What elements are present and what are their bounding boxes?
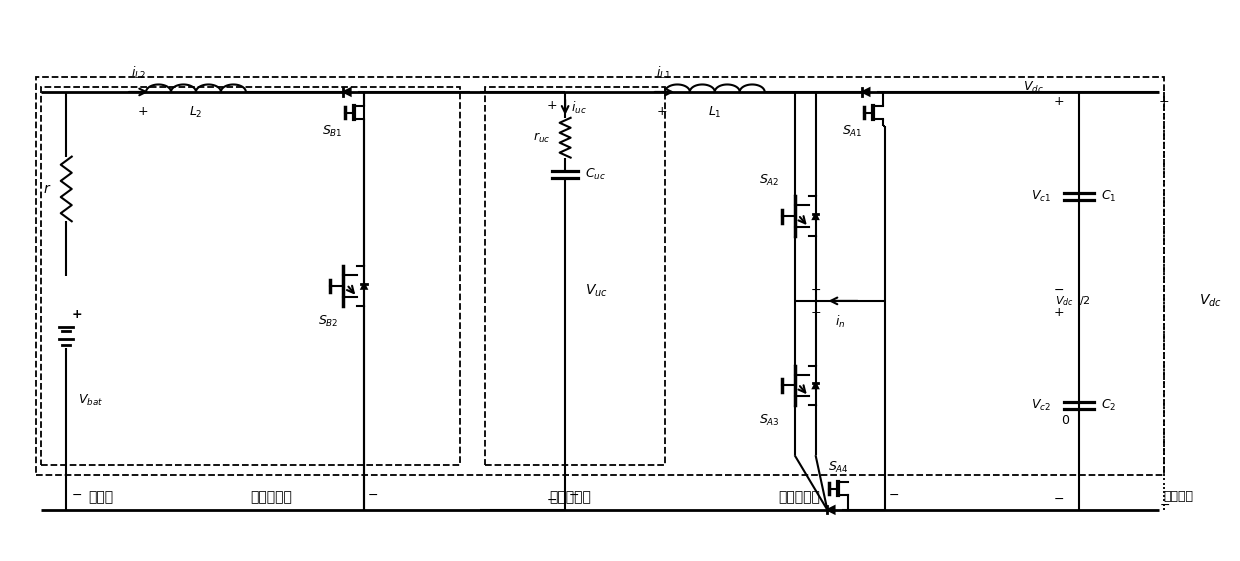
Text: $S_{B2}$: $S_{B2}$: [317, 314, 339, 329]
Text: $r$: $r$: [43, 182, 51, 196]
Text: 直流母线: 直流母线: [1164, 490, 1194, 503]
Text: $-$: $-$: [1054, 283, 1065, 296]
Text: +: +: [1159, 95, 1169, 108]
Text: 第一变换器: 第一变换器: [779, 490, 821, 504]
Text: $-$: $-$: [568, 488, 579, 501]
Text: +: +: [1054, 306, 1064, 319]
Text: 超级电容器: 超级电容器: [549, 490, 591, 504]
Polygon shape: [813, 214, 818, 219]
Text: $C_{uc}$: $C_{uc}$: [585, 167, 606, 182]
Text: +: +: [810, 306, 821, 319]
Text: +: +: [1054, 95, 1064, 108]
Text: $-$: $-$: [71, 488, 82, 501]
Text: $L_2$: $L_2$: [190, 105, 202, 120]
Polygon shape: [862, 88, 869, 95]
Text: $S_{A2}$: $S_{A2}$: [759, 173, 780, 188]
Text: $L_1$: $L_1$: [708, 105, 722, 120]
Text: $i_n$: $i_n$: [836, 314, 846, 330]
Text: $V_{bat}$: $V_{bat}$: [78, 393, 103, 408]
Text: $V_{c2}$: $V_{c2}$: [1032, 398, 1052, 413]
Text: $C_2$: $C_2$: [1101, 398, 1116, 413]
Text: $-$: $-$: [1054, 492, 1065, 505]
Polygon shape: [343, 88, 351, 95]
Text: $S_{A3}$: $S_{A3}$: [759, 413, 780, 429]
Text: $i_{L1}$: $i_{L1}$: [656, 65, 671, 81]
Polygon shape: [362, 283, 367, 289]
Text: $S_{B1}$: $S_{B1}$: [322, 124, 343, 139]
Text: $-$: $-$: [546, 494, 557, 507]
Text: $V_{uc}$: $V_{uc}$: [585, 283, 608, 299]
Bar: [36, 77, 1164, 475]
Text: +: +: [138, 105, 149, 118]
Polygon shape: [813, 383, 818, 388]
Text: $-$: $-$: [810, 283, 821, 296]
Text: $i_{uc}$: $i_{uc}$: [572, 100, 587, 116]
Text: $-$: $-$: [367, 488, 378, 501]
Bar: [485, 87, 665, 465]
Text: $V_{dc}$: $V_{dc}$: [1199, 293, 1221, 309]
Polygon shape: [827, 506, 835, 513]
Text: $/2$: $/2$: [1079, 295, 1090, 307]
Text: +: +: [547, 99, 557, 112]
Text: +: +: [71, 309, 82, 321]
Text: $V_{dc}$: $V_{dc}$: [1023, 80, 1044, 94]
Text: +: +: [657, 105, 667, 118]
Text: $V_{c1}$: $V_{c1}$: [1030, 189, 1052, 204]
Text: 蓄电池: 蓄电池: [88, 490, 114, 504]
Text: 0: 0: [1061, 414, 1069, 427]
Text: $S_{A4}$: $S_{A4}$: [828, 460, 849, 475]
Text: $-$: $-$: [888, 488, 899, 501]
Text: 第二变换器: 第二变换器: [249, 490, 291, 504]
Text: $C_1$: $C_1$: [1101, 189, 1116, 204]
Text: $r_{uc}$: $r_{uc}$: [533, 131, 551, 145]
Text: $i_{L2}$: $i_{L2}$: [130, 65, 145, 81]
Text: $-$: $-$: [1159, 498, 1169, 512]
Text: $V_{dc}$: $V_{dc}$: [1055, 294, 1074, 308]
Bar: [41, 87, 460, 465]
Text: $S_{A1}$: $S_{A1}$: [842, 124, 863, 139]
